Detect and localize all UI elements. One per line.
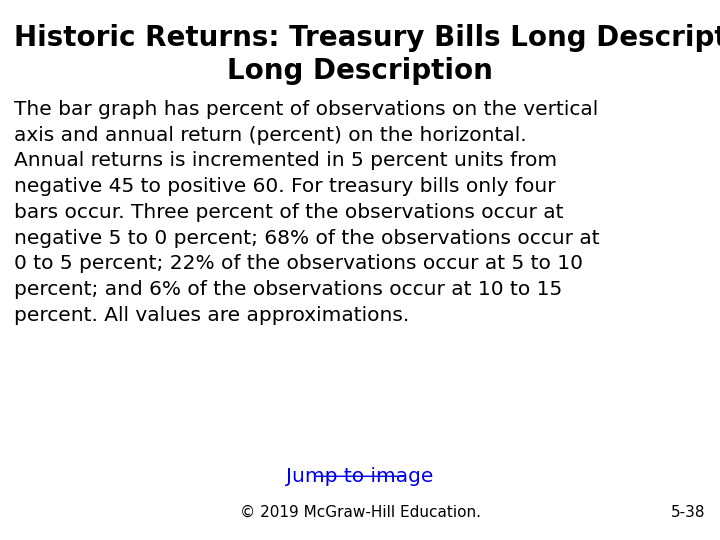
Text: Long Description: Long Description xyxy=(227,57,493,85)
Text: Jump to image: Jump to image xyxy=(287,467,433,486)
Text: The bar graph has percent of observations on the vertical
axis and annual return: The bar graph has percent of observation… xyxy=(14,100,600,325)
Text: Historic Returns: Treasury Bills Long Description: Historic Returns: Treasury Bills Long De… xyxy=(14,24,720,52)
Text: 5-38: 5-38 xyxy=(671,505,706,520)
Text: © 2019 McGraw-Hill Education.: © 2019 McGraw-Hill Education. xyxy=(240,505,480,520)
